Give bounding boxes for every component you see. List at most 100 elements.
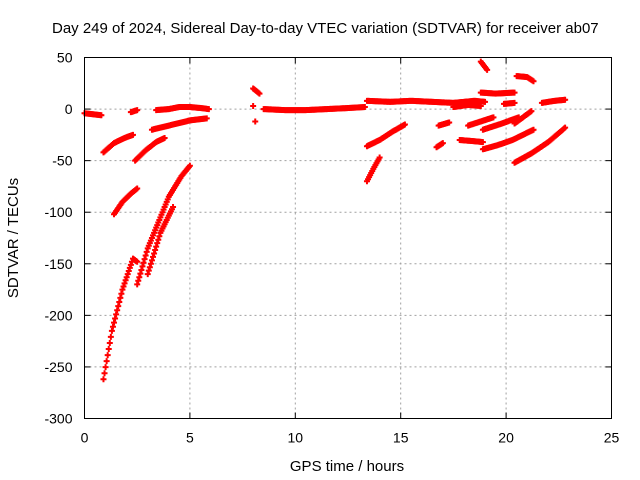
data-point [136,274,143,281]
data-point [161,134,168,141]
series-arc-16 [363,154,383,185]
data-point [127,261,134,268]
series-arc-14 [260,104,368,114]
data-point [119,286,126,293]
data-point [146,264,153,271]
data-point [250,102,257,109]
data-point [106,339,113,346]
data-point [511,99,518,106]
data-point [147,260,154,267]
series-arc-3 [100,255,141,383]
data-point [154,240,161,247]
data-point [137,270,144,277]
data-point [118,290,125,297]
data-point [134,107,141,114]
data-point [108,327,115,334]
series-arc-10 [153,104,212,114]
y-tick-label: -100 [44,204,72,220]
data-point [134,185,141,192]
data-point [134,258,141,265]
data-point [129,131,136,138]
data-point [140,259,147,266]
data-point [482,98,489,105]
data-point [111,319,118,326]
series-arc-29 [511,124,569,166]
data-point [256,90,263,97]
series-arc-7 [134,162,193,288]
x-tick-label: 0 [81,430,89,446]
data-points [81,58,569,383]
y-tick-label: -50 [52,153,72,169]
data-point [138,266,145,273]
data-point [148,257,155,264]
data-point [115,303,122,310]
data-point [139,263,146,270]
series-arc-24 [477,89,518,97]
data-point [121,280,128,287]
series-arc-31 [538,96,569,106]
data-point [152,247,159,254]
series-arc-2 [100,131,136,156]
data-point [123,274,130,281]
tick-layer: 0 5 10 15 20 25 50 0 -50 -100 -150 -200 -250 -300 [44,50,619,446]
series-arc-1 [81,110,105,119]
series-arc-28 [511,108,535,127]
data-point [205,106,212,113]
data-point [142,252,149,259]
x-tick-label: 10 [288,430,304,446]
y-tick-label: 0 [65,101,73,117]
x-tick-label: 5 [186,430,194,446]
data-point [530,78,537,85]
data-point [120,283,127,290]
data-point [401,121,408,128]
data-point [145,267,152,274]
data-point [150,253,157,260]
data-point [105,346,112,353]
data-point [156,233,163,240]
data-point [562,96,569,103]
series-arc-15 [363,97,489,106]
data-point [252,118,259,125]
x-axis-label: GPS time / hours [290,458,404,475]
x-tick-label: 15 [393,430,409,446]
data-point [112,315,119,322]
data-point [490,114,497,121]
data-point [186,162,193,169]
series-arc-17 [363,121,408,150]
data-point [511,89,518,96]
data-point [116,298,123,305]
data-point [528,108,535,115]
data-point [134,281,141,288]
series-arc-6 [132,134,168,164]
data-point [562,124,569,131]
series-arc-11 [250,85,263,97]
series-arc-26 [479,114,522,133]
series-arc-19 [433,140,446,151]
data-point [203,115,210,122]
chart-title: Day 249 of 2024, Sidereal Day-to-day VTE… [52,20,599,37]
y-tick-label: 50 [57,50,73,66]
data-point [135,277,142,284]
series-arc-12 [250,102,257,109]
data-point [103,358,110,365]
y-tick-label: -300 [44,411,72,427]
data-point [117,294,124,301]
data-point [170,204,177,211]
data-point [98,112,105,119]
data-point [153,243,160,250]
x-tick-label: 25 [604,430,620,446]
series-arc-25 [479,126,537,153]
series-arc-30 [513,73,537,85]
series-arc-9 [148,115,210,133]
data-point [376,154,383,161]
data-point [484,66,491,73]
series-arc-27 [500,99,518,107]
data-point [530,126,537,133]
data-point [151,250,158,257]
data-point [102,364,109,371]
y-tick-label: -150 [44,256,72,272]
data-point [124,271,131,278]
y-tick-label: -250 [44,359,72,375]
series-arc-21 [450,101,484,111]
y-axis-label: SDTVAR / TECUs [5,178,22,298]
